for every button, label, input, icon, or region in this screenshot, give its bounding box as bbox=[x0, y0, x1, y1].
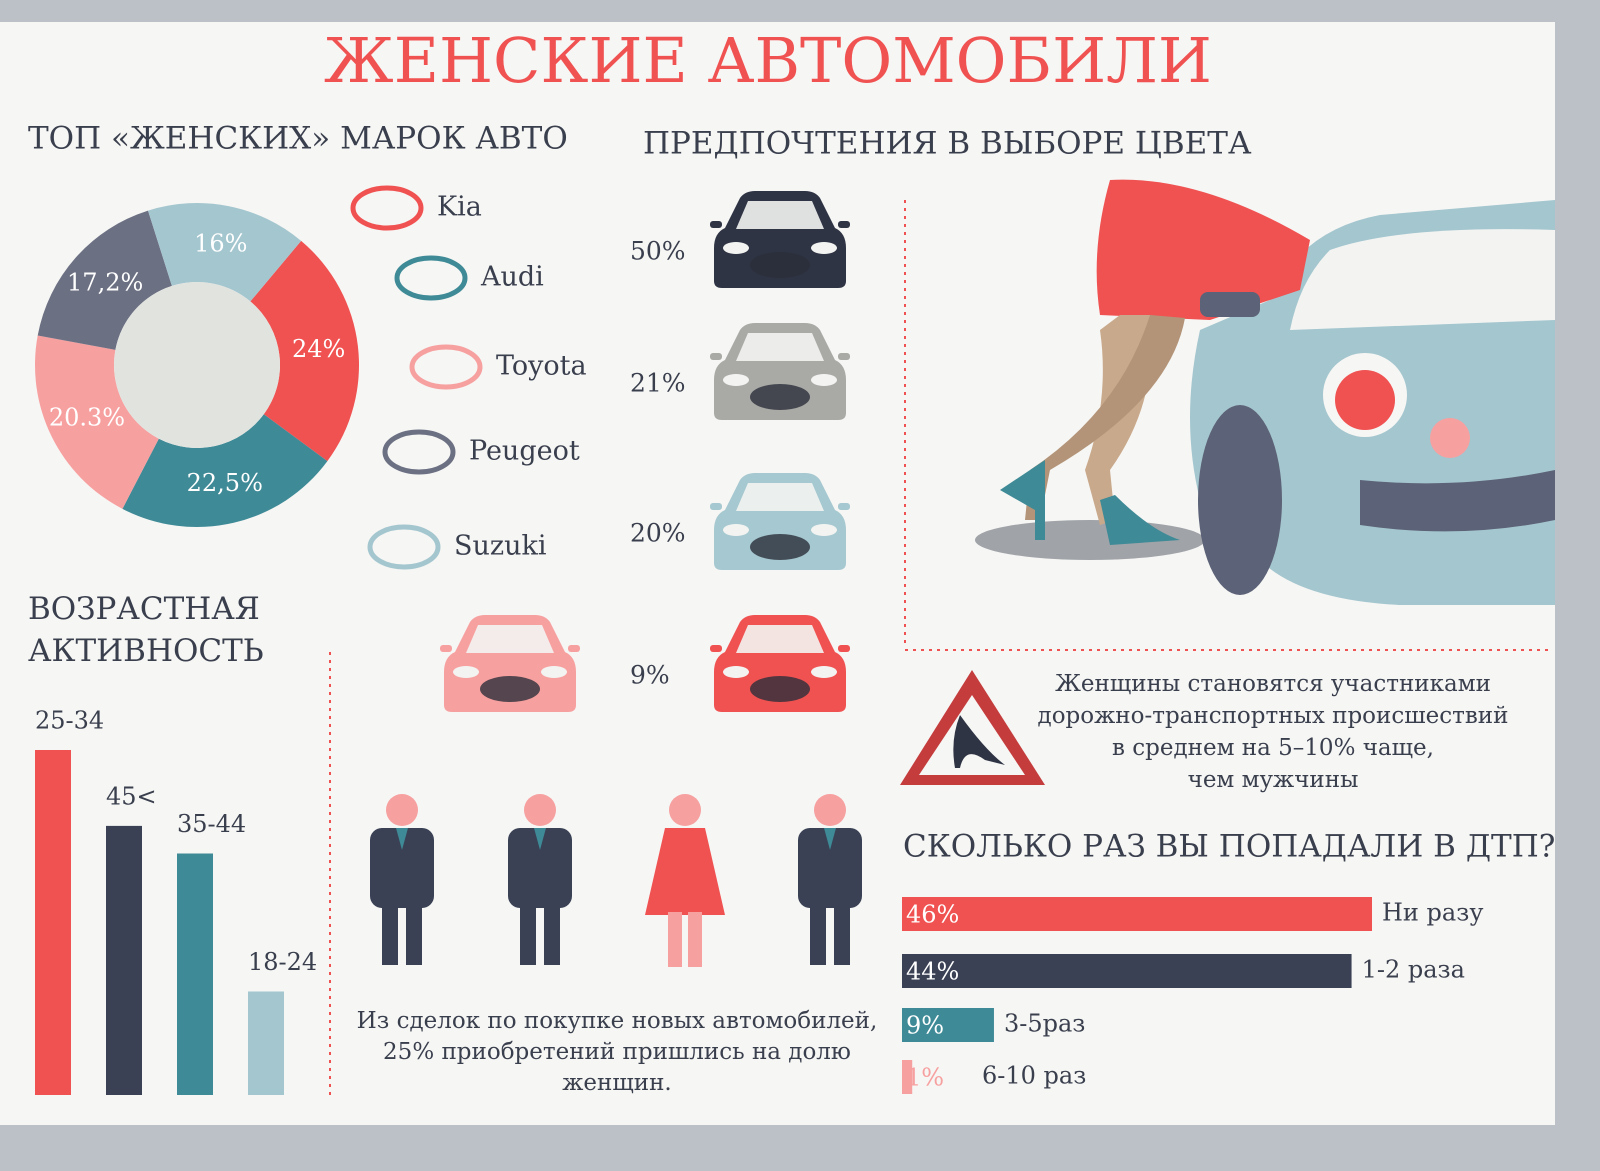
mirror bbox=[838, 221, 850, 228]
mirror bbox=[838, 503, 850, 510]
bar bbox=[35, 750, 71, 1095]
bar bbox=[106, 825, 142, 1095]
mirror bbox=[710, 221, 722, 228]
accident-note: чем мужчины bbox=[1188, 767, 1359, 793]
bar bbox=[177, 853, 213, 1095]
value-label: 21% bbox=[630, 369, 686, 398]
people-icons bbox=[370, 794, 862, 967]
car-icon bbox=[710, 191, 850, 288]
brand-logo bbox=[409, 344, 483, 390]
legend-label: Kia bbox=[437, 192, 482, 223]
windshield bbox=[736, 483, 824, 511]
windshield bbox=[736, 625, 824, 653]
brand-logo bbox=[382, 429, 456, 475]
windshield bbox=[466, 625, 554, 653]
decor-car bbox=[440, 615, 580, 712]
brand-logo bbox=[367, 524, 441, 570]
value-label: 46% bbox=[906, 901, 959, 929]
slice-label: 16% bbox=[194, 229, 247, 257]
car-icon bbox=[440, 615, 580, 712]
bar bbox=[902, 1060, 913, 1094]
value-label: 1% bbox=[906, 1064, 944, 1092]
purchase-note: женщин. bbox=[562, 1070, 671, 1096]
value-label: 9% bbox=[630, 661, 670, 690]
value-label: 50% bbox=[630, 237, 686, 266]
headlight bbox=[723, 524, 749, 536]
bar-label: 45< bbox=[106, 782, 157, 810]
mirror bbox=[710, 503, 722, 510]
category-label: Ни разу bbox=[1382, 899, 1483, 927]
bar bbox=[902, 1008, 994, 1042]
headlight bbox=[453, 666, 479, 678]
slice-label: 22,5% bbox=[187, 469, 263, 497]
slice-label: 20.3% bbox=[49, 403, 125, 431]
donut-slice bbox=[250, 240, 359, 462]
headlight bbox=[811, 524, 837, 536]
headlight bbox=[811, 242, 837, 254]
mirror bbox=[710, 353, 722, 360]
chart-title: ТОП «ЖЕНСКИХ» МАРОК АВТО bbox=[28, 121, 568, 157]
purchase-note: Из сделок по покупке новых автомобилей, bbox=[357, 1008, 878, 1034]
grille bbox=[480, 676, 540, 702]
car-icon bbox=[710, 473, 850, 570]
value-label: 20% bbox=[630, 519, 686, 548]
legend-label: Suzuki bbox=[454, 531, 547, 562]
windshield bbox=[736, 333, 824, 361]
donut-slice bbox=[122, 414, 328, 527]
value-label: 44% bbox=[906, 958, 959, 986]
legend-label: Audi bbox=[480, 262, 544, 293]
dividers bbox=[329, 200, 1552, 1100]
illustration bbox=[975, 179, 1555, 605]
age-title: ВОЗРАСТНАЯ АКТИВНОСТЬ bbox=[28, 591, 264, 669]
chart-title: СКОЛЬКО РАЗ ВЫ ПОПАДАЛИ В ДТП? bbox=[903, 829, 1555, 865]
mirror bbox=[568, 645, 580, 652]
grille bbox=[750, 252, 810, 278]
bar bbox=[248, 991, 284, 1095]
windshield bbox=[736, 201, 824, 229]
car-icon bbox=[710, 615, 850, 712]
donut-slice bbox=[35, 335, 159, 509]
mirror bbox=[838, 353, 850, 360]
mirror bbox=[440, 645, 452, 652]
accident-note: дорожно-транспортных происшествий bbox=[1038, 703, 1509, 729]
donut-slice bbox=[148, 203, 302, 302]
headlight bbox=[541, 666, 567, 678]
brand-logo bbox=[350, 185, 424, 231]
warning-sign bbox=[900, 670, 1045, 785]
grille bbox=[750, 676, 810, 702]
chart-title: ПРЕДПОЧТЕНИЯ В ВЫБОРЕ ЦВЕТА bbox=[643, 126, 1252, 162]
accident-note: Женщины становятся участниками bbox=[1055, 671, 1491, 697]
category-label: 6-10 раз bbox=[982, 1062, 1086, 1090]
grille bbox=[750, 384, 810, 410]
mirror bbox=[838, 645, 850, 652]
category-label: 3-5раз bbox=[1004, 1010, 1085, 1038]
purchase-note: 25% приобретений пришлись на долю bbox=[383, 1039, 851, 1065]
headlight bbox=[723, 666, 749, 678]
brand-logo bbox=[394, 255, 468, 301]
headlight bbox=[811, 374, 837, 386]
slice-label: 24% bbox=[292, 335, 345, 363]
car-icon bbox=[710, 323, 850, 420]
mirror bbox=[710, 645, 722, 652]
bar-label: 25-34 bbox=[35, 707, 104, 735]
category-label: 1-2 раза bbox=[1362, 956, 1465, 984]
grille bbox=[750, 534, 810, 560]
bar bbox=[902, 954, 1352, 988]
accident-note: в среднем на 5–10% чаще, bbox=[1112, 735, 1434, 761]
headlight bbox=[723, 242, 749, 254]
donut-hole bbox=[114, 282, 280, 448]
main-title: ЖЕНСКИЕ АВТОМОБИЛИ bbox=[324, 24, 1212, 97]
bar bbox=[902, 897, 1372, 931]
legend-label: Toyota bbox=[496, 351, 587, 382]
value-label: 9% bbox=[906, 1012, 944, 1040]
headlight bbox=[811, 666, 837, 678]
headlight bbox=[723, 374, 749, 386]
legend-label: Peugeot bbox=[469, 436, 580, 467]
bar-label: 18-24 bbox=[248, 948, 317, 976]
bar-label: 35-44 bbox=[177, 810, 246, 838]
donut-slice bbox=[37, 210, 172, 350]
slice-label: 17,2% bbox=[67, 268, 143, 296]
